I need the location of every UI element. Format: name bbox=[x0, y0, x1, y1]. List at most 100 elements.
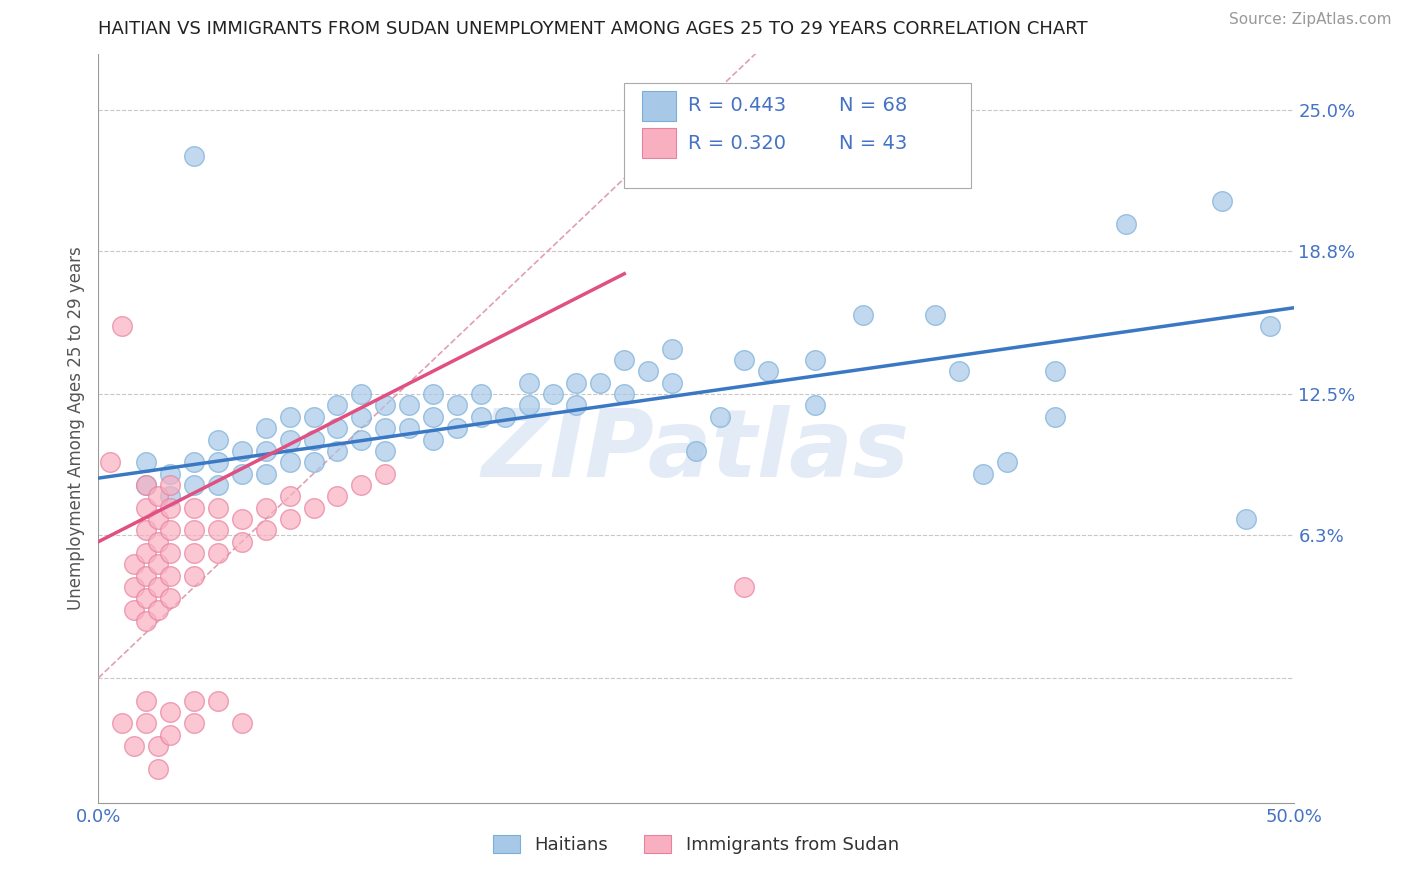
Point bbox=[1043, 364, 1066, 378]
Point bbox=[183, 693, 205, 707]
Point bbox=[231, 512, 253, 526]
Point bbox=[159, 524, 181, 538]
Point bbox=[278, 489, 301, 503]
Point bbox=[124, 603, 146, 617]
Point bbox=[135, 716, 157, 731]
Point bbox=[804, 353, 827, 368]
Point bbox=[637, 364, 659, 378]
Point bbox=[278, 512, 301, 526]
Point bbox=[326, 421, 349, 435]
Text: N = 68: N = 68 bbox=[839, 96, 908, 115]
Point bbox=[613, 353, 636, 368]
Point bbox=[148, 534, 170, 549]
Point bbox=[231, 716, 253, 731]
Point bbox=[159, 728, 181, 742]
Point bbox=[302, 455, 325, 469]
Point bbox=[207, 433, 229, 447]
Point bbox=[398, 399, 420, 413]
Point bbox=[207, 524, 229, 538]
Point bbox=[685, 443, 707, 458]
Point bbox=[207, 478, 229, 492]
Point bbox=[302, 409, 325, 424]
Point bbox=[995, 455, 1018, 469]
Point bbox=[183, 455, 205, 469]
Point bbox=[159, 478, 181, 492]
Point bbox=[1234, 512, 1257, 526]
Point bbox=[422, 409, 444, 424]
Point bbox=[278, 433, 301, 447]
Point bbox=[446, 399, 468, 413]
Text: R = 0.443: R = 0.443 bbox=[688, 96, 786, 115]
Point bbox=[374, 467, 396, 481]
Point bbox=[135, 500, 157, 515]
Point bbox=[517, 376, 540, 390]
Point bbox=[398, 421, 420, 435]
Point bbox=[159, 500, 181, 515]
Point bbox=[422, 387, 444, 401]
Point bbox=[302, 433, 325, 447]
Point bbox=[254, 524, 277, 538]
Point bbox=[661, 342, 683, 356]
Point bbox=[207, 693, 229, 707]
Point bbox=[924, 308, 946, 322]
Point bbox=[254, 500, 277, 515]
Point bbox=[613, 387, 636, 401]
Point bbox=[207, 500, 229, 515]
Point bbox=[148, 512, 170, 526]
Point bbox=[124, 580, 146, 594]
Point bbox=[207, 455, 229, 469]
Point bbox=[254, 443, 277, 458]
Point bbox=[135, 546, 157, 560]
Point bbox=[183, 524, 205, 538]
Point bbox=[446, 421, 468, 435]
Point bbox=[231, 443, 253, 458]
Text: Source: ZipAtlas.com: Source: ZipAtlas.com bbox=[1229, 12, 1392, 27]
Bar bbox=[643, 91, 676, 121]
Point bbox=[135, 591, 157, 606]
Point bbox=[148, 603, 170, 617]
Point bbox=[350, 433, 373, 447]
Point bbox=[183, 568, 205, 582]
Point bbox=[207, 546, 229, 560]
Point bbox=[254, 467, 277, 481]
Point bbox=[517, 399, 540, 413]
Point bbox=[231, 534, 253, 549]
Point bbox=[135, 478, 157, 492]
Point bbox=[565, 376, 588, 390]
Point bbox=[124, 558, 146, 572]
Point bbox=[733, 580, 755, 594]
Point bbox=[159, 489, 181, 503]
Point bbox=[135, 478, 157, 492]
Point bbox=[135, 614, 157, 628]
Point bbox=[124, 739, 146, 753]
Point bbox=[1258, 318, 1281, 333]
Point bbox=[326, 399, 349, 413]
Point bbox=[804, 399, 827, 413]
Y-axis label: Unemployment Among Ages 25 to 29 years: Unemployment Among Ages 25 to 29 years bbox=[66, 246, 84, 610]
Point bbox=[159, 467, 181, 481]
Point bbox=[326, 489, 349, 503]
Point bbox=[278, 409, 301, 424]
Point bbox=[159, 546, 181, 560]
Point bbox=[148, 739, 170, 753]
Point bbox=[374, 421, 396, 435]
Point bbox=[733, 353, 755, 368]
Point bbox=[148, 580, 170, 594]
Point bbox=[972, 467, 994, 481]
Point bbox=[756, 364, 779, 378]
Text: R = 0.320: R = 0.320 bbox=[688, 134, 786, 153]
Text: N = 43: N = 43 bbox=[839, 134, 908, 153]
Point bbox=[350, 409, 373, 424]
Point bbox=[302, 500, 325, 515]
Point bbox=[135, 455, 157, 469]
Point bbox=[135, 524, 157, 538]
Point bbox=[159, 705, 181, 719]
Point bbox=[541, 387, 564, 401]
Point bbox=[1211, 194, 1233, 208]
Point bbox=[148, 762, 170, 776]
Point bbox=[422, 433, 444, 447]
Point bbox=[326, 443, 349, 458]
Point bbox=[159, 568, 181, 582]
FancyBboxPatch shape bbox=[624, 84, 972, 188]
Point bbox=[350, 387, 373, 401]
